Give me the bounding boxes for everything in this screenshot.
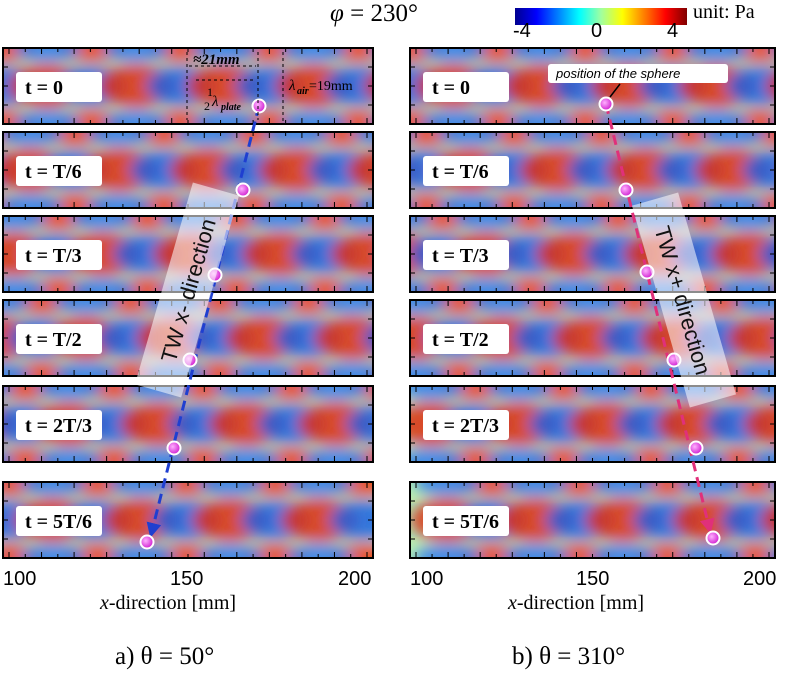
annotation-air-sub: air [297,86,309,97]
annotation-21mm: ≈21mm [193,52,240,68]
panel_b-time-label: t = 0 [432,77,470,99]
panel-b-xaxis-var: x [508,592,517,614]
panel-a-xtick-100: 100 [3,568,37,590]
phi-symbol: φ [330,0,344,27]
annotation-lambda-air: λ [288,78,296,94]
panel_b-time-label: t = T/2 [432,329,489,351]
panel_a-time-label-box [16,506,102,536]
panel_a-row-0: t = 0 [2,47,374,125]
panel_a-time-label-box [16,72,102,102]
panel_a-time-label: t = 0 [25,77,63,99]
panel-a-xtick-150: 150 [170,568,204,590]
panel-b-xtick-100: 100 [410,568,444,590]
panel-a-xaxis-label: x-direction [mm] [100,592,236,615]
colorbar-tick-min: -4 [513,20,531,42]
panel_b-row-5: t = 5T/6 [409,481,776,559]
panel_a-time-label: t = 5T/6 [25,511,92,533]
colorbar-tick-zero: 0 [591,20,603,42]
panel_b-time-label: t = T/6 [432,161,489,183]
panel-a-xaxis-var: x [100,592,109,614]
annotation-air-value: =19mm [309,79,353,94]
panel_b-time-label: t = 5T/6 [432,511,499,533]
panel-b-sphere-marker [688,440,704,456]
panel_a-time-label: t = T/3 [25,245,82,267]
panel_a-time-label: t = T/6 [25,161,82,183]
annotation-half-den: 2 [204,99,210,113]
panel_b-time-label: t = T/3 [432,245,489,267]
panel-b-xaxis-label: x-direction [mm] [508,592,644,615]
panel-a-xtick-200: 200 [338,568,372,590]
panel_a-row-1: t = T/6 [2,131,374,209]
panel_a-time-label: t = 2T/3 [25,415,92,437]
phi-value: = 230° [343,0,418,27]
panel-b-xaxis-rest: -direction [mm] [516,592,645,614]
panel_b-time-label-box [423,410,509,440]
panel_a-row-5: t = 5T/6 [2,481,374,559]
panel-a-xaxis-rest: -direction [mm] [108,592,237,614]
panel_b-row-2: t = T/3 [409,215,776,293]
panel_b-row-4: t = 2T/3 [409,385,776,463]
panel-a-trajectory-arrow [146,105,261,538]
panel_b-time-label-box [423,506,509,536]
panel_b-time-label-box [423,240,509,270]
panel_b-time-label-box [423,156,509,186]
colorbar [515,8,687,25]
panel-a-sphere-marker [251,98,267,114]
panel_b-row-0: t = 0 [409,47,776,125]
panel_a-row-3: t = T/2 [2,299,374,377]
panel-b-xtick-200: 200 [743,568,777,590]
panel-a-caption: a) θ = 50° [115,643,215,670]
panel-a-sphere-marker [139,534,155,550]
panel_b-row-1: t = T/6 [409,131,776,209]
panel_a-time-label: t = T/2 [25,329,82,351]
panel_b-time-label-box [423,324,509,354]
annotation-lambda-plate: λ [211,94,219,110]
panel-b-xtick-150: 150 [576,568,610,590]
panel_a-time-label-box [16,410,102,440]
panel-b-trajectory-arrow [604,103,715,534]
colorbar-unit: unit: Pa [693,1,755,23]
colorbar-tick-max: 4 [667,20,679,42]
panel_a-row-4: t = 2T/3 [2,385,374,463]
panel_b-time-label-box [423,72,509,102]
phi-title: φ = 230° [330,0,418,28]
panel-b-sphere-note: position of the sphere [548,64,728,98]
annotation-plate-sub: plate [220,102,242,113]
panel-b-sphere-marker [618,182,634,198]
panel-a-sphere-marker [235,182,251,198]
annotation-half-num: 1 [207,85,213,99]
panel-b-sphere-note-text: position of the sphere [555,66,680,81]
panel-b-caption: b) θ = 310° [512,643,626,670]
panel_a-time-label-box [16,240,102,270]
panel-b-sphere-marker [598,96,614,112]
panel-b-sphere-marker [705,530,721,546]
panel_a-time-label-box [16,324,102,354]
panel_b-time-label: t = 2T/3 [432,415,499,437]
panel_a-time-label-box [16,156,102,186]
panel-a-sphere-marker [166,440,182,456]
